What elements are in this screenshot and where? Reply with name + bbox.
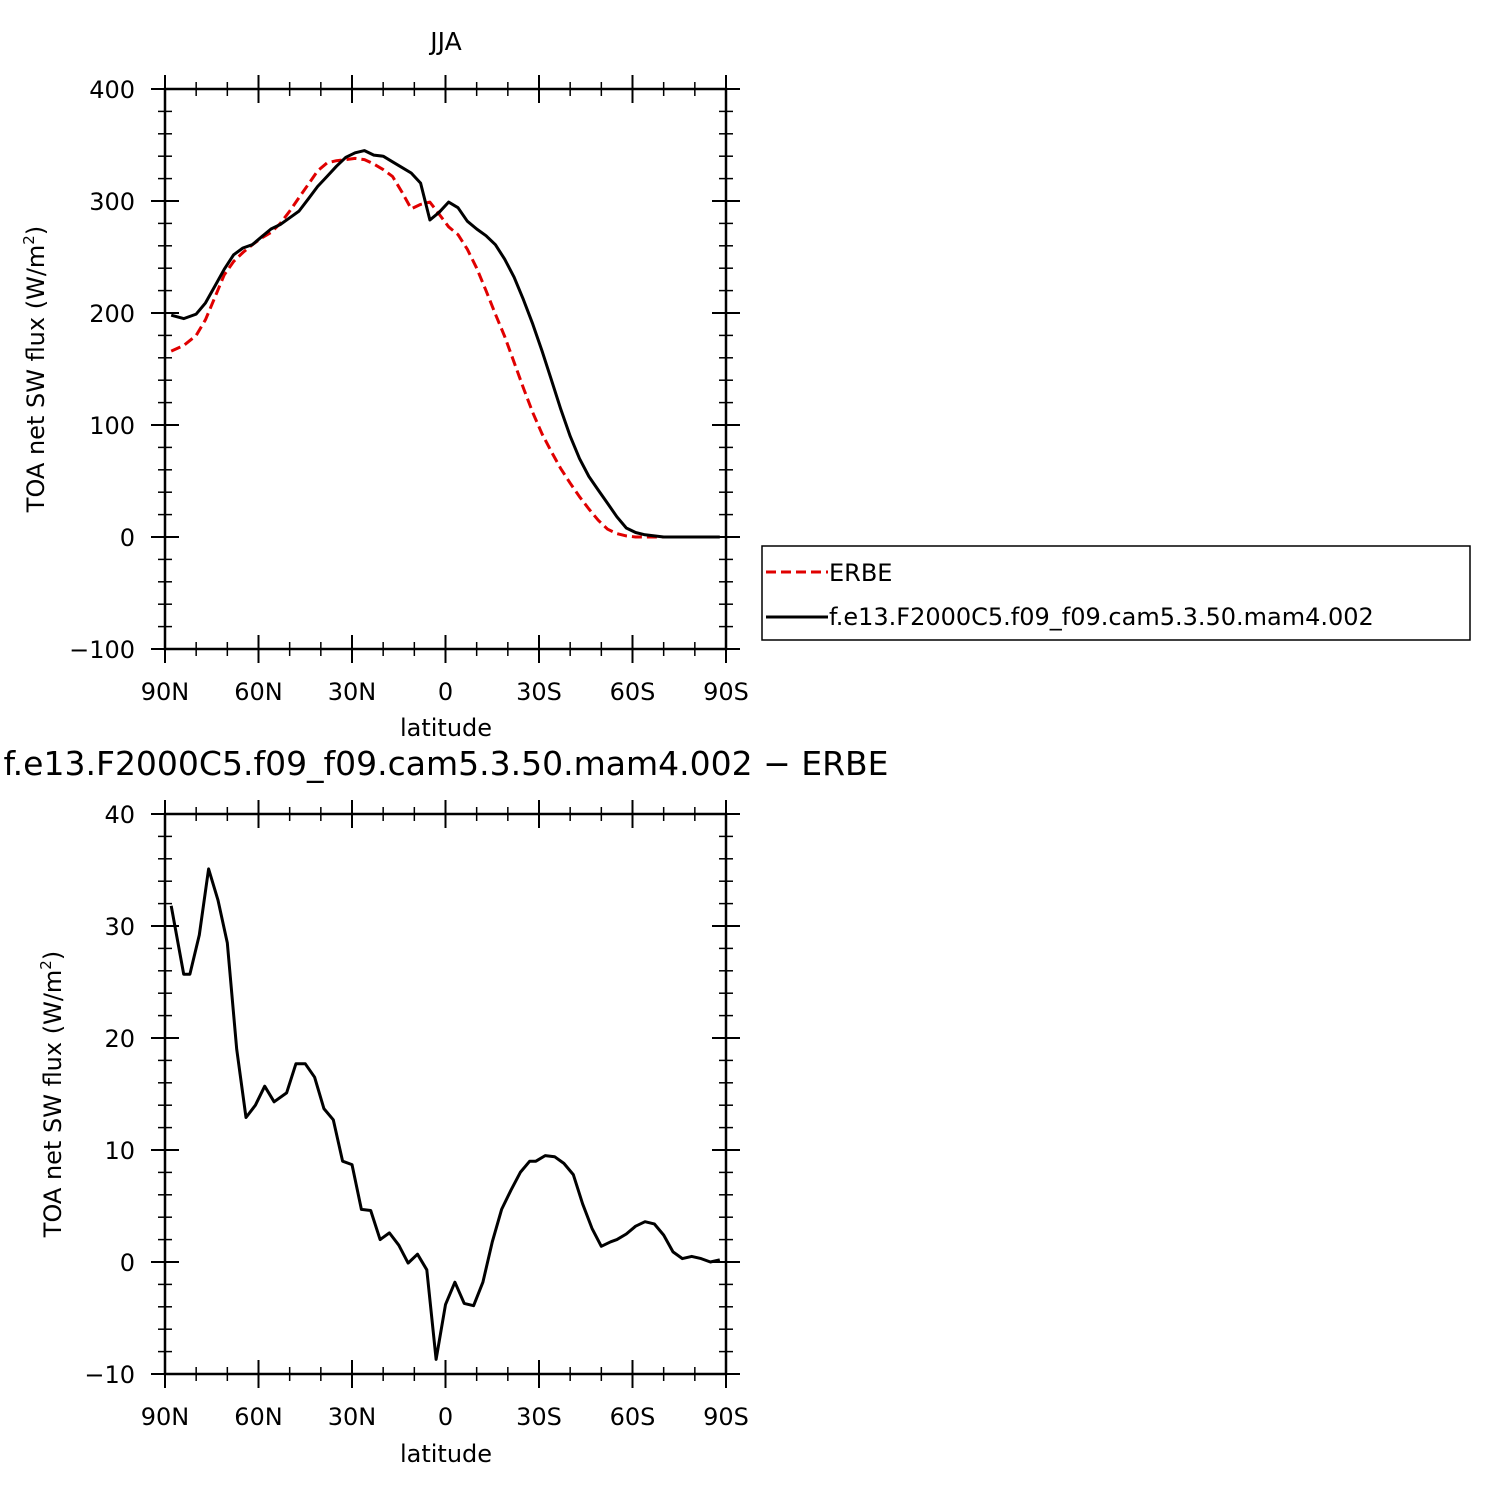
bottom-series-line-0	[169, 867, 721, 1361]
legend: ERBE f.e13.F2000C5.f09_f09.cam5.3.50.mam…	[761, 545, 1471, 641]
bottom-y-tick-label: 40	[104, 801, 135, 829]
bottom-y-axis-label: TOA net SW flux (W/m2)	[37, 951, 67, 1238]
bottom-plot-frame	[163, 812, 728, 1376]
top-ticks: −100 0 100 200 300 400 90N 60N 30N 0 30S 60S 90S	[69, 75, 749, 706]
top-series-line-1	[170, 149, 720, 539]
bottom-y-axis-label-sup: 2	[37, 960, 55, 970]
top-y-tick-label: 0	[120, 524, 135, 552]
top-x-tick-label: 60N	[234, 678, 283, 706]
bottom-x-tick-label: 90S	[703, 1403, 749, 1431]
top-y-tick-label: 100	[89, 412, 135, 440]
legend-box	[761, 545, 1471, 641]
bottom-x-tick-label: 90N	[141, 1403, 190, 1431]
top-y-axis-label: TOA net SW flux (W/m2)	[20, 226, 50, 513]
bottom-y-axis-label-tail: )	[39, 951, 67, 960]
top-series-group	[170, 149, 720, 539]
top-y-tick-label: 400	[89, 76, 135, 104]
top-y-axis-label-main: TOA net SW flux (W/m	[22, 245, 50, 514]
top-x-tick-label: 90S	[703, 678, 749, 706]
bottom-series-group	[169, 867, 721, 1361]
top-y-tick-label: 200	[89, 300, 135, 328]
bottom-y-axis-label-main: TOA net SW flux (W/m	[39, 970, 67, 1239]
bottom-y-tick-label: 0	[120, 1249, 135, 1277]
bottom-x-tick-label: 0	[438, 1403, 453, 1431]
bottom-y-tick-label: 10	[104, 1137, 135, 1165]
bottom-x-axis-label: latitude	[400, 1440, 492, 1468]
bottom-y-tick-label: 20	[104, 1025, 135, 1053]
top-chart-panel: JJA −100 0 100 200 300 400 90N 60N 30N 0 30S 60S 90S…	[20, 27, 1471, 742]
bottom-x-tick-label: 60N	[234, 1403, 283, 1431]
bottom-y-tick-label: −10	[84, 1361, 135, 1389]
top-series-line-0	[170, 156, 720, 539]
top-x-tick-label: 30S	[516, 678, 562, 706]
legend-label-erbe: ERBE	[829, 559, 892, 587]
top-y-axis-label-tail: )	[22, 226, 50, 235]
top-x-tick-label: 60S	[610, 678, 656, 706]
top-x-tick-label: 30N	[328, 678, 377, 706]
bottom-x-tick-label: 30N	[328, 1403, 377, 1431]
top-x-axis-label: latitude	[400, 714, 492, 742]
top-y-axis-label-sup: 2	[20, 235, 38, 245]
bottom-ticks: −10 0 10 20 30 40 90N 60N 30N 0 30S 60S 90S	[84, 800, 749, 1431]
top-y-tick-label: 300	[89, 188, 135, 216]
bottom-x-tick-label: 30S	[516, 1403, 562, 1431]
legend-label-model: f.e13.F2000C5.f09_f09.cam5.3.50.mam4.002	[829, 603, 1374, 631]
bottom-chart-title: f.e13.F2000C5.f09_f09.cam5.3.50.mam4.002…	[3, 744, 888, 783]
top-x-tick-label: 90N	[141, 678, 190, 706]
top-x-tick-label: 0	[438, 678, 453, 706]
top-chart-title: JJA	[428, 27, 461, 56]
top-plot-frame	[163, 87, 728, 651]
bottom-y-tick-label: 30	[104, 913, 135, 941]
bottom-chart-panel: f.e13.F2000C5.f09_f09.cam5.3.50.mam4.002…	[3, 744, 888, 1468]
top-y-tick-label: −100	[69, 636, 135, 664]
bottom-x-tick-label: 60S	[610, 1403, 656, 1431]
